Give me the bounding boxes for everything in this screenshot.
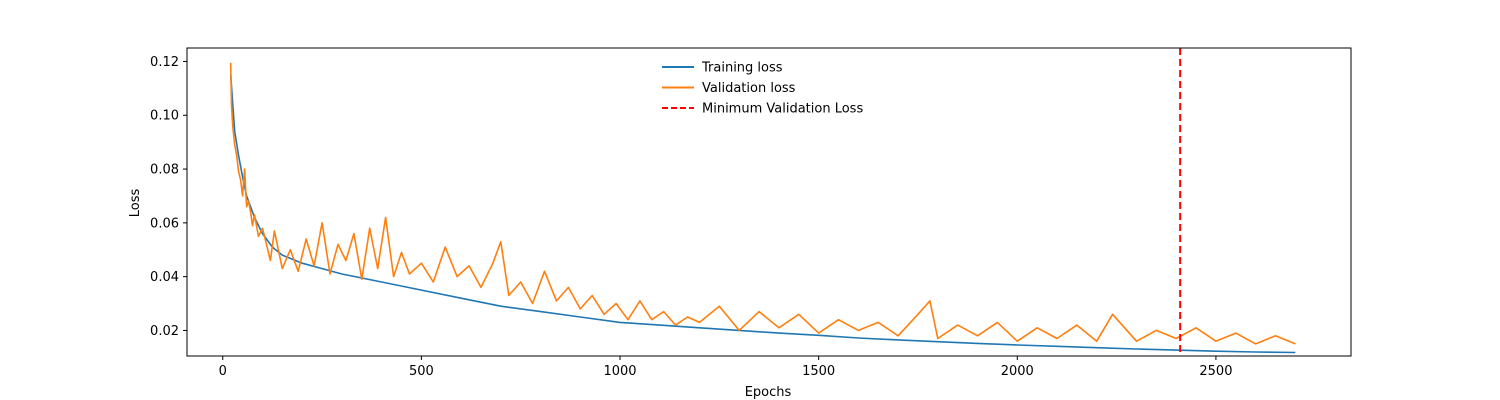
x-tick-label: 500 <box>409 364 434 379</box>
y-tick-label: 0.02 <box>150 324 179 339</box>
y-tick-label: 0.08 <box>150 163 179 178</box>
x-axis-ticks: 0 500 1000 1500 2000 2500 <box>219 356 1232 379</box>
validation-loss-series <box>229 62 1296 345</box>
legend-label: Minimum Validation Loss <box>702 102 863 117</box>
legend-label: Validation loss <box>702 81 796 96</box>
x-tick-label: 1000 <box>603 364 636 379</box>
legend: Training loss Validation loss Minimum Vali… <box>662 61 863 117</box>
x-tick-label: 0 <box>219 364 227 379</box>
plot-frame <box>186 47 1352 357</box>
y-axis-label: Loss <box>128 189 143 218</box>
y-tick-label: 0.04 <box>150 270 179 285</box>
x-axis-label: Epochs <box>745 385 792 400</box>
y-tick-label: 0.10 <box>150 109 179 124</box>
x-tick-label: 2000 <box>1001 364 1034 379</box>
y-axis-ticks: 0.02 0.04 0.06 0.08 0.10 0.12 <box>150 55 187 339</box>
legend-label: Training loss <box>701 61 783 76</box>
x-tick-label: 1500 <box>802 364 835 379</box>
x-tick-label: 2500 <box>1199 364 1232 379</box>
y-tick-label: 0.12 <box>150 55 179 70</box>
plot-layer <box>229 48 1296 356</box>
y-tick-label: 0.06 <box>150 216 179 231</box>
